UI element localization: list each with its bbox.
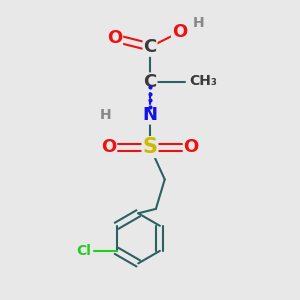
Text: O: O bbox=[172, 23, 187, 41]
Text: Cl: Cl bbox=[76, 244, 92, 258]
Text: O: O bbox=[101, 138, 116, 156]
Text: CH₃: CH₃ bbox=[190, 74, 218, 88]
Text: N: N bbox=[142, 106, 158, 124]
Text: H: H bbox=[100, 108, 112, 122]
Text: H: H bbox=[193, 16, 204, 30]
Text: O: O bbox=[107, 29, 122, 47]
Text: C: C bbox=[143, 38, 157, 56]
Text: O: O bbox=[184, 138, 199, 156]
Text: S: S bbox=[142, 137, 158, 157]
Text: C: C bbox=[143, 73, 157, 91]
